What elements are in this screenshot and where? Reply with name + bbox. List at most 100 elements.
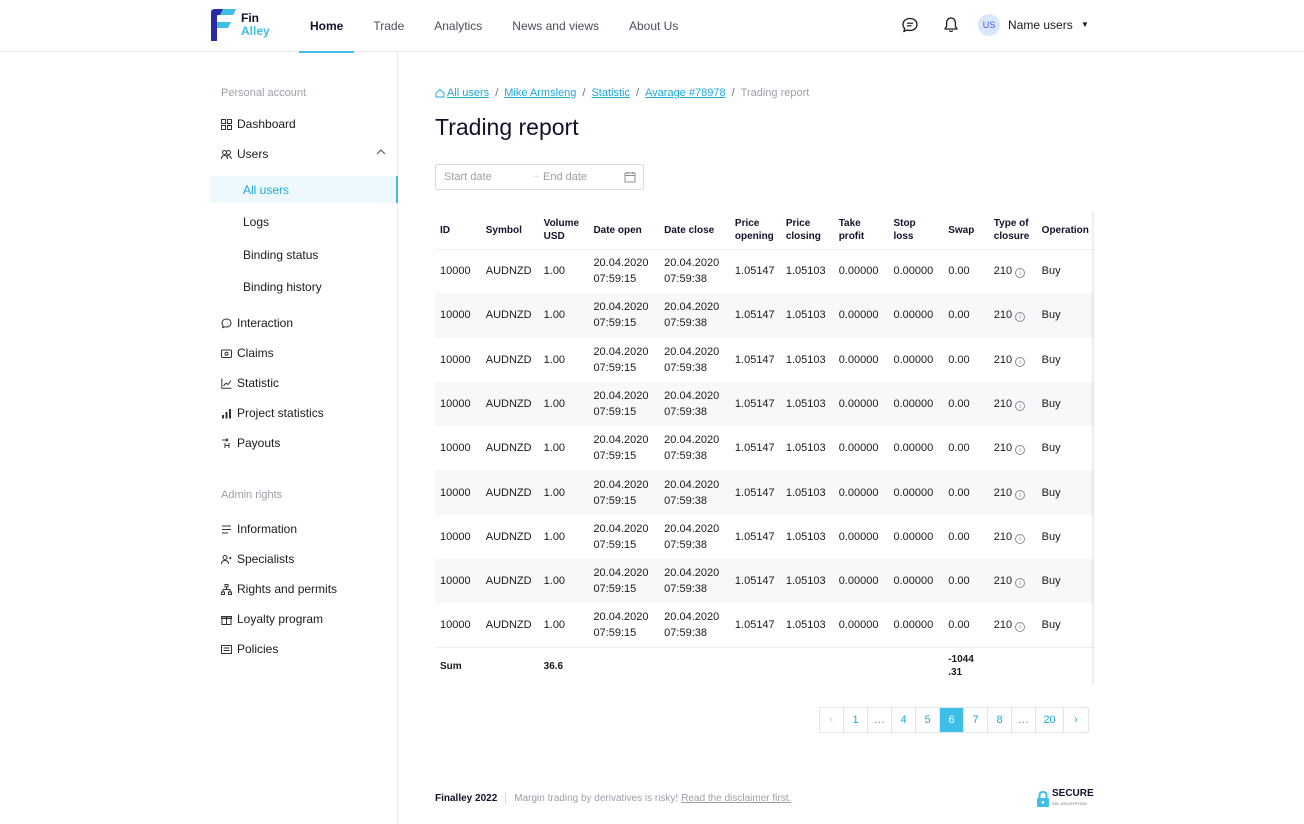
- nav-about-us[interactable]: About Us: [628, 19, 679, 33]
- user-name[interactable]: Name users: [1008, 18, 1073, 32]
- sidebar-item-policies[interactable]: Policies: [221, 641, 278, 657]
- sidebar-item-statistic[interactable]: Statistic: [221, 375, 279, 391]
- cell-take-profit: 0.00000: [838, 619, 879, 632]
- policy-icon: [221, 644, 232, 654]
- page-button-8[interactable]: 8: [988, 708, 1012, 732]
- messages-icon[interactable]: [901, 16, 919, 34]
- breadcrumb-link-user[interactable]: Mike Armsleng: [504, 87, 577, 99]
- table-row[interactable]: 10000 AUDNZD 1.00 20.04.2020 07:59:15 20.04.2…: [435, 515, 1094, 559]
- col-header-type-of-closure[interactable]: Type of closure: [988, 212, 1037, 250]
- sidebar-subitem-logs[interactable]: Logs: [243, 215, 270, 229]
- sidebar-item-dashboard[interactable]: Dashboard: [221, 116, 296, 132]
- info-icon[interactable]: i: [1015, 578, 1026, 589]
- cell-operation: Buy: [1041, 353, 1061, 366]
- sum-swap: -1044.31: [943, 647, 989, 685]
- cell-date-open: 20.04.2020 07:59:15: [588, 470, 660, 515]
- col-header-operation[interactable]: Operation: [1036, 212, 1094, 250]
- page-button-4[interactable]: 4: [892, 708, 916, 732]
- table-row[interactable]: 10000 AUDNZD 1.00 20.04.2020 07:59:15 20.04.2…: [435, 249, 1094, 293]
- calendar-icon[interactable]: [624, 171, 636, 183]
- info-icon[interactable]: i: [1015, 268, 1026, 279]
- caret-down-icon[interactable]: ▼: [1081, 20, 1089, 29]
- home-icon[interactable]: [435, 88, 445, 98]
- nav-trade[interactable]: Trade: [373, 19, 405, 33]
- table-row[interactable]: 10000 AUDNZD 1.00 20.04.2020 07:59:15 20.04.2…: [435, 338, 1094, 382]
- page-button-1[interactable]: 1: [844, 708, 868, 732]
- breadcrumb-link-statistic[interactable]: Statistic: [591, 87, 630, 99]
- secure-badge: SECURE SSL ENCRYPTION: [1036, 789, 1094, 809]
- chevron-up-icon[interactable]: [376, 148, 386, 156]
- page-ellipsis[interactable]: …: [1012, 708, 1036, 732]
- sidebar-item-loyalty-program[interactable]: Loyalty program: [221, 611, 323, 627]
- table-row[interactable]: 10000 AUDNZD 1.00 20.04.2020 07:59:15 20.04.2…: [435, 426, 1094, 470]
- sidebar-subitem-binding-status[interactable]: Binding status: [243, 248, 319, 262]
- sidebar-item-project-statistics[interactable]: Project statistics: [221, 405, 324, 421]
- page-button-20[interactable]: 20: [1036, 708, 1064, 732]
- logo[interactable]: Fin Alley: [209, 8, 270, 42]
- nav-home[interactable]: Home: [295, 0, 358, 53]
- nav-analytics[interactable]: Analytics: [434, 19, 483, 33]
- table-row[interactable]: 10000 AUDNZD 1.00 20.04.2020 07:59:15 20.04.2…: [435, 603, 1094, 647]
- cell-id: 10000: [440, 353, 471, 366]
- col-header-volume[interactable]: Volume USD: [538, 212, 589, 250]
- col-header-stop-loss[interactable]: Stop loss: [888, 212, 944, 250]
- sidebar-item-rights-and-permits[interactable]: Rights and permits: [221, 581, 337, 597]
- end-date-input[interactable]: End date: [543, 171, 588, 183]
- info-icon[interactable]: i: [1015, 401, 1026, 412]
- col-header-date-open[interactable]: Date open: [588, 212, 660, 250]
- sidebar-item-users[interactable]: Users: [221, 146, 268, 162]
- sidebar-item-label: Policies: [237, 642, 279, 656]
- page-ellipsis[interactable]: …: [868, 708, 892, 732]
- cell-take-profit: 0.00000: [833, 470, 889, 515]
- breadcrumb-link-average[interactable]: Avarage #78978: [645, 87, 726, 99]
- table-header-row: ID Symbol Volume USD Date open Date clos…: [435, 212, 1094, 250]
- sidebar-item-claims[interactable]: Claims: [221, 345, 274, 361]
- cell-price-closing: 1.05103: [785, 353, 826, 366]
- col-header-symbol[interactable]: Symbol: [480, 212, 539, 250]
- col-header-date-close[interactable]: Date close: [659, 212, 730, 250]
- nav-news-and-views[interactable]: News and views: [512, 19, 599, 33]
- avatar[interactable]: US: [978, 14, 1000, 36]
- info-icon[interactable]: i: [1015, 356, 1026, 367]
- col-header-take-profit[interactable]: Take profit: [833, 212, 889, 250]
- sidebar-item-specialists[interactable]: Specialists: [221, 551, 294, 567]
- page-button-7[interactable]: 7: [964, 708, 988, 732]
- col-header-price-closing[interactable]: Price closing: [780, 212, 834, 250]
- info-icon[interactable]: i: [1015, 533, 1026, 544]
- disclaimer-link[interactable]: Read the disclaimer first.: [681, 792, 792, 804]
- info-icon[interactable]: i: [1015, 622, 1026, 633]
- cell-operation: Buy: [1036, 381, 1094, 427]
- col-header-id[interactable]: ID: [435, 212, 481, 250]
- table-row[interactable]: 10000 AUDNZD 1.00 20.04.2020 07:59:15 20.04.2…: [435, 381, 1094, 427]
- bell-icon[interactable]: [942, 16, 960, 34]
- info-icon[interactable]: i: [1015, 489, 1026, 500]
- info-icon[interactable]: i: [1015, 445, 1026, 456]
- sidebar-item-payouts[interactable]: Payouts: [221, 435, 280, 451]
- sidebar-subitem-all-users[interactable]: All users: [210, 176, 398, 203]
- secure-label: SECURE: [1052, 788, 1094, 799]
- cell-stop-loss: 0.00000: [893, 265, 934, 278]
- date-range-picker[interactable]: Start date → End date: [435, 164, 644, 190]
- cell-swap: 0.00: [943, 470, 989, 515]
- cell-type-of-closure: 210 i: [988, 293, 1037, 338]
- table-row[interactable]: 10000 AUDNZD 1.00 20.04.2020 07:59:15 20.04.2…: [435, 293, 1094, 338]
- sidebar-item-label: Information: [237, 522, 298, 536]
- sidebar-item-information[interactable]: Information: [221, 521, 297, 537]
- page-button-5[interactable]: 5: [916, 708, 940, 732]
- cell-price-closing: 1.05103: [785, 619, 826, 632]
- info-icon[interactable]: i: [1015, 312, 1026, 323]
- sidebar-subitem-binding-history[interactable]: Binding history: [243, 280, 322, 294]
- col-header-price-opening[interactable]: Price opening: [729, 212, 781, 250]
- line-chart-icon: [221, 378, 232, 389]
- table-row[interactable]: 10000 AUDNZD 1.00 20.04.2020 07:59:15 20.04.2…: [435, 559, 1094, 604]
- sidebar-item-interaction[interactable]: Interaction: [221, 315, 293, 331]
- start-date-input[interactable]: Start date: [444, 171, 492, 183]
- prev-page-icon[interactable]: ‹: [820, 708, 844, 732]
- cell-volume: 1.00: [543, 530, 566, 543]
- col-header-swap[interactable]: Swap: [943, 212, 989, 250]
- table-row[interactable]: 10000 AUDNZD 1.00 20.04.2020 07:59:15 20.04.2…: [435, 470, 1094, 515]
- breadcrumb-link-all-users[interactable]: All users: [447, 87, 490, 99]
- next-page-icon[interactable]: ›: [1074, 714, 1078, 726]
- page-button-6[interactable]: 6: [940, 708, 964, 732]
- cell-date-close: 20.04.2020 07:59:38: [664, 522, 720, 551]
